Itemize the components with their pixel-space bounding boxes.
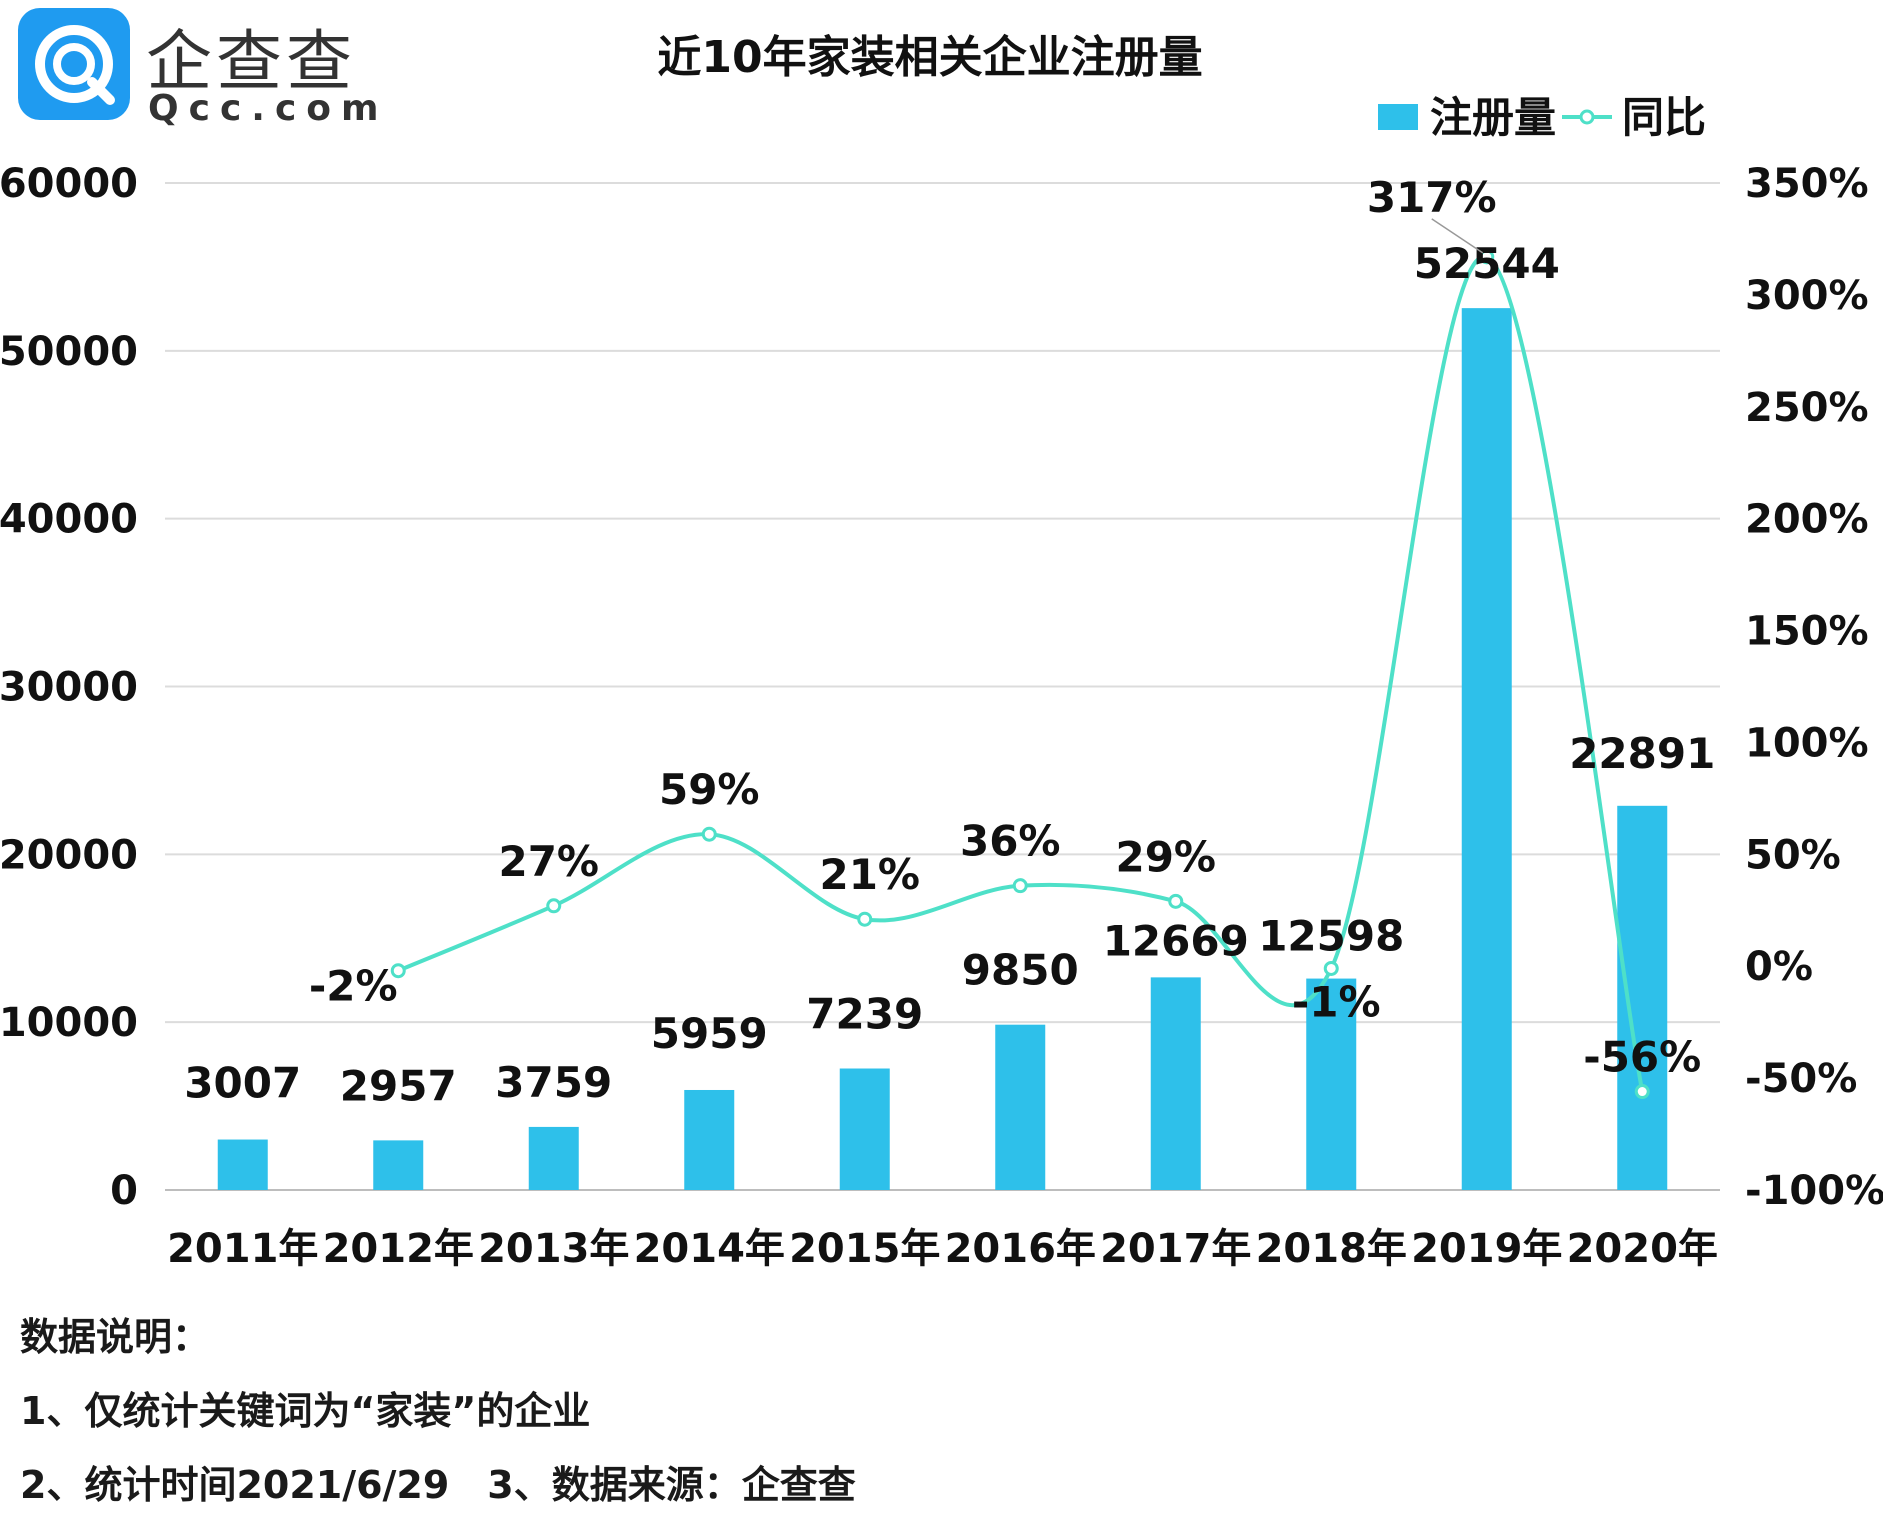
yoy-point: [1634, 1084, 1650, 1100]
left-axis-tick-label: 20000: [0, 832, 138, 878]
bar: [684, 1089, 735, 1190]
bar-value-label: 2957: [340, 1061, 457, 1110]
chart-title: 近10年家装相关企业注册量: [657, 32, 1202, 83]
data-notes: 数据说明： 1、仅统计关键词为“家装”的企业 2、统计时间2021/6/29 3…: [20, 1300, 856, 1522]
x-axis-tick-label: 2019年: [1411, 1226, 1562, 1272]
qcc-logo: 企查查 Qcc.com: [18, 8, 379, 132]
bar-value-label: 52544: [1414, 239, 1560, 288]
left-axis-tick-label: 40000: [0, 497, 138, 543]
yoy-value-label: 21%: [819, 850, 920, 899]
yoy-line: [397, 254, 1645, 1092]
chart: 近10年家装相关企业注册量 0 10000 20000 30000 40000 50000…: [0, 32, 1883, 1272]
right-axis: -100% -50% 0% 50% 100% 150% 200% 250% 300% 350%: [1745, 161, 1883, 1214]
bar: [217, 1139, 268, 1190]
notes-line-1: 1、仅统计关键词为“家装”的企业: [20, 1389, 591, 1433]
bar: [528, 1126, 579, 1190]
bar: [1617, 805, 1668, 1190]
yoy-point: [857, 911, 873, 927]
left-axis-tick-label: 30000: [0, 665, 138, 711]
right-axis-tick-label: 150%: [1745, 609, 1869, 655]
x-axis-tick-label: 2012年: [323, 1226, 474, 1272]
yoy-value-label: 29%: [1115, 832, 1216, 881]
yoy-value-label: 317%: [1367, 173, 1497, 222]
yoy-point: [1168, 893, 1184, 909]
gridlines: [165, 182, 1720, 1191]
yoy-point: [390, 963, 406, 979]
right-axis-tick-label: 350%: [1745, 161, 1869, 207]
x-axis-tick-label: 2016年: [945, 1226, 1096, 1272]
yoy-point: [701, 826, 717, 842]
x-axis-tick-label: 2014年: [634, 1226, 785, 1272]
right-axis-tick-label: 0%: [1745, 944, 1813, 990]
bar-value-label: 3007: [184, 1059, 301, 1108]
data-labels: 3007 2957 3759 5959 7239 9850 12669 12598 52544 2…: [184, 173, 1715, 1111]
right-axis-tick-label: 200%: [1745, 497, 1869, 543]
yoy-point: [546, 898, 562, 914]
x-axis-tick-label: 2020年: [1567, 1226, 1718, 1272]
bar-value-label: 7239: [806, 990, 923, 1039]
bar-value-label: 3759: [495, 1058, 612, 1107]
yoy-value-label: -1%: [1292, 977, 1381, 1026]
legend: 注册量 同比: [1378, 93, 1706, 142]
leader-line: [1431, 218, 1484, 254]
x-axis: 2011年 2012年 2013年 2014年 2015年 2016年 2017年 2018年…: [167, 1226, 1718, 1272]
notes-line-2: 2、统计时间2021/6/29 3、数据来源：企查查: [20, 1463, 856, 1507]
x-axis-tick-label: 2015年: [789, 1226, 940, 1272]
left-axis-tick-label: 10000: [0, 1000, 138, 1046]
yoy-value-label: 36%: [960, 817, 1061, 866]
bar: [1461, 308, 1512, 1190]
left-axis: 0 10000 20000 30000 40000 50000 60000: [0, 161, 138, 1214]
yoy-point: [1012, 878, 1028, 894]
bar-value-label: 5959: [651, 1009, 768, 1058]
right-axis-tick-label: -50%: [1745, 1056, 1857, 1102]
x-axis-tick-label: 2017年: [1100, 1226, 1251, 1272]
yoy-value-label: -2%: [309, 962, 398, 1011]
yoy-value-label: -56%: [1583, 1033, 1701, 1082]
line-series: [390, 249, 1650, 1100]
bar: [1306, 978, 1357, 1190]
legend-bar-label: 注册量: [1430, 93, 1556, 142]
x-axis-tick-label: 2018年: [1256, 1226, 1407, 1272]
right-axis-tick-label: 100%: [1745, 720, 1869, 766]
bar: [839, 1068, 890, 1190]
legend-line-label: 同比: [1622, 93, 1706, 142]
logo-text-en: Qcc.com: [148, 88, 389, 129]
bar: [995, 1024, 1046, 1190]
bar-value-label: 9850: [962, 946, 1079, 995]
yoy-point: [1479, 249, 1495, 265]
qcc-logo-icon: [18, 8, 130, 120]
yoy-value-label: 59%: [659, 765, 760, 814]
logo-text-cn: 企查查: [146, 23, 356, 100]
bar-value-label: 22891: [1569, 729, 1715, 778]
notes-heading: 数据说明：: [20, 1315, 211, 1359]
legend-line-marker: [1579, 109, 1595, 125]
yoy-point: [1323, 960, 1339, 976]
legend-bar-swatch: [1378, 104, 1418, 130]
bar: [1150, 977, 1201, 1190]
right-axis-tick-label: 50%: [1745, 832, 1841, 878]
x-axis-tick-label: 2013年: [478, 1226, 629, 1272]
x-axis-tick-label: 2011年: [167, 1226, 318, 1272]
bar-value-label: 12598: [1258, 912, 1404, 961]
bar: [373, 1140, 424, 1190]
bar-series: [217, 308, 1668, 1190]
left-axis-tick-label: 50000: [0, 329, 138, 375]
right-axis-tick-label: -100%: [1745, 1168, 1883, 1214]
bar-value-label: 12669: [1103, 916, 1249, 965]
left-axis-tick-label: 0: [110, 1168, 138, 1214]
right-axis-tick-label: 300%: [1745, 273, 1869, 319]
left-axis-tick-label: 60000: [0, 161, 138, 207]
right-axis-tick-label: 250%: [1745, 385, 1869, 431]
yoy-value-label: 27%: [498, 837, 599, 886]
